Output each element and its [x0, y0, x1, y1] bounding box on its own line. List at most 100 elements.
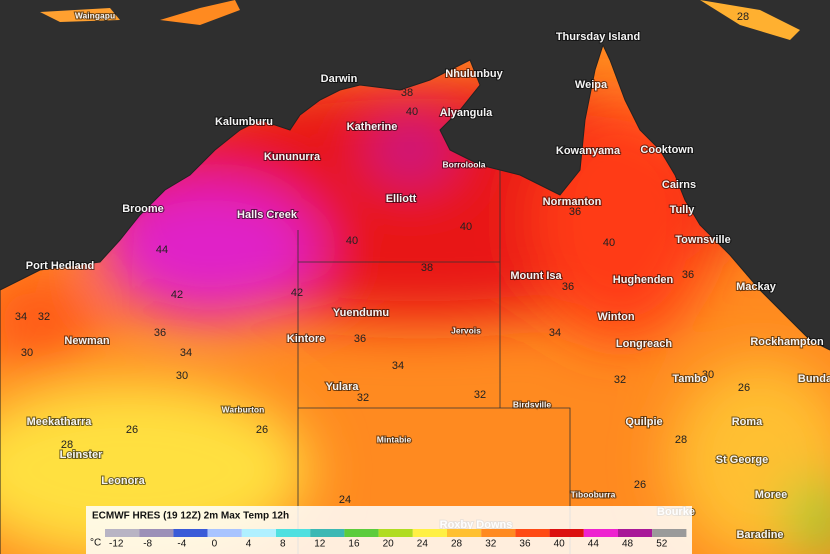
place-label: Meekatharra [27, 416, 93, 428]
place-label: Tully [670, 204, 696, 216]
contour-label: 30 [21, 347, 33, 359]
legend-tick-label: 44 [588, 539, 600, 550]
contour-label: 34 [549, 327, 561, 339]
place-label: Tibooburra [571, 489, 616, 499]
contour-label: 36 [562, 281, 574, 293]
contour-label: 32 [474, 389, 486, 401]
legend-swatch [276, 529, 311, 537]
place-label: Darwin [321, 73, 358, 85]
place-label: Mount Isa [510, 270, 562, 282]
contour-label: 36 [354, 333, 366, 345]
contour-label: 44 [156, 244, 168, 256]
place-label: Katherine [347, 121, 398, 133]
legend-tick-label: 36 [519, 539, 531, 550]
contour-label: 40 [460, 221, 472, 233]
contour-label: 26 [256, 424, 268, 436]
place-label: Weipa [575, 79, 608, 91]
legend-swatch [378, 529, 413, 537]
legend-tick-label: 4 [246, 539, 252, 550]
contour-label: 40 [346, 235, 358, 247]
place-label: Hughenden [613, 274, 674, 286]
legend-tick-label: 48 [622, 539, 634, 550]
place-label: Port Hedland [26, 260, 94, 272]
contour-label: 30 [702, 369, 714, 381]
contour-label: 26 [634, 479, 646, 491]
place-label: Kowanyama [556, 145, 621, 157]
place-label: Quilpie [625, 416, 662, 428]
place-label: Bunda [798, 373, 830, 385]
place-label: Leinster [60, 449, 104, 461]
legend-title: ECMWF HRES (19 12Z) 2m Max Temp 12h [92, 511, 289, 522]
place-label: Newman [64, 335, 110, 347]
contour-label: 26 [738, 382, 750, 394]
legend-swatch [139, 529, 174, 537]
legend-swatch [583, 529, 618, 537]
legend-swatch [173, 529, 208, 537]
blob [0, 270, 100, 370]
legend-tick-label: 0 [212, 539, 218, 550]
legend-swatch [105, 529, 140, 537]
contour-label: 36 [154, 327, 166, 339]
legend-tick-label: 8 [280, 539, 286, 550]
place-label: Broome [122, 203, 164, 215]
blob [100, 180, 320, 320]
place-label: Winton [597, 311, 634, 323]
place-label: Mintabie [377, 434, 412, 444]
legend-tick-label: 20 [383, 539, 395, 550]
place-label: Kununurra [264, 151, 321, 163]
legend-swatch [481, 529, 516, 537]
place-label: Normanton [543, 196, 602, 208]
contour-label: 42 [171, 289, 183, 301]
contour-label: 34 [392, 360, 404, 372]
place-label: Tambo [672, 373, 708, 385]
contour-label: 38 [421, 262, 433, 274]
place-label: Roma [732, 416, 763, 428]
place-label: Thursday Island [556, 31, 640, 43]
contour-label: 32 [614, 374, 626, 386]
contour-label: 40 [603, 237, 615, 249]
contour-label: 34 [180, 347, 192, 359]
blob [370, 120, 450, 180]
contour-label: 26 [126, 424, 138, 436]
legend-tick-label: -12 [109, 539, 124, 550]
place-label: Halls Creek [237, 209, 298, 221]
legend-tick-label: 28 [451, 539, 463, 550]
place-label: Birdsville [513, 399, 552, 409]
field-blobs [0, 80, 830, 554]
place-label: Townsville [675, 234, 730, 246]
legend-swatch [344, 529, 379, 537]
place-label: Cooktown [640, 144, 693, 156]
place-label: Kalumburu [215, 116, 273, 128]
contour-label: 32 [38, 311, 50, 323]
legend-swatch [447, 529, 482, 537]
contour-label: 42 [291, 287, 303, 299]
legend-swatch [412, 529, 447, 537]
place-label: Elliott [386, 193, 417, 205]
blob [790, 480, 830, 554]
contour-label: 28 [675, 434, 687, 446]
place-label: Borroloola [443, 159, 486, 169]
island [40, 8, 120, 22]
legend-swatch [618, 529, 653, 537]
contour-label: 30 [176, 370, 188, 382]
place-label: Baradine [736, 529, 783, 541]
contour-label: 34 [15, 311, 27, 323]
place-label: Nhulunbuy [445, 68, 503, 80]
place-label: Moree [755, 489, 787, 501]
coastline [0, 43, 830, 554]
place-label: Mackay [736, 281, 777, 293]
place-label: St George [716, 454, 769, 466]
state-border [297, 170, 571, 554]
place-label: Leonora [101, 475, 145, 487]
contour-label: 36 [682, 269, 694, 281]
legend-tick-label: 16 [348, 539, 360, 550]
legend-tick-label: 12 [314, 539, 326, 550]
contour-label: 24 [339, 494, 351, 506]
legend-unit: °C [90, 538, 101, 549]
legend-tick-label: 32 [485, 539, 497, 550]
legend-swatch [241, 529, 276, 537]
contour-label: 40 [406, 106, 418, 118]
place-label: Yulara [325, 381, 359, 393]
